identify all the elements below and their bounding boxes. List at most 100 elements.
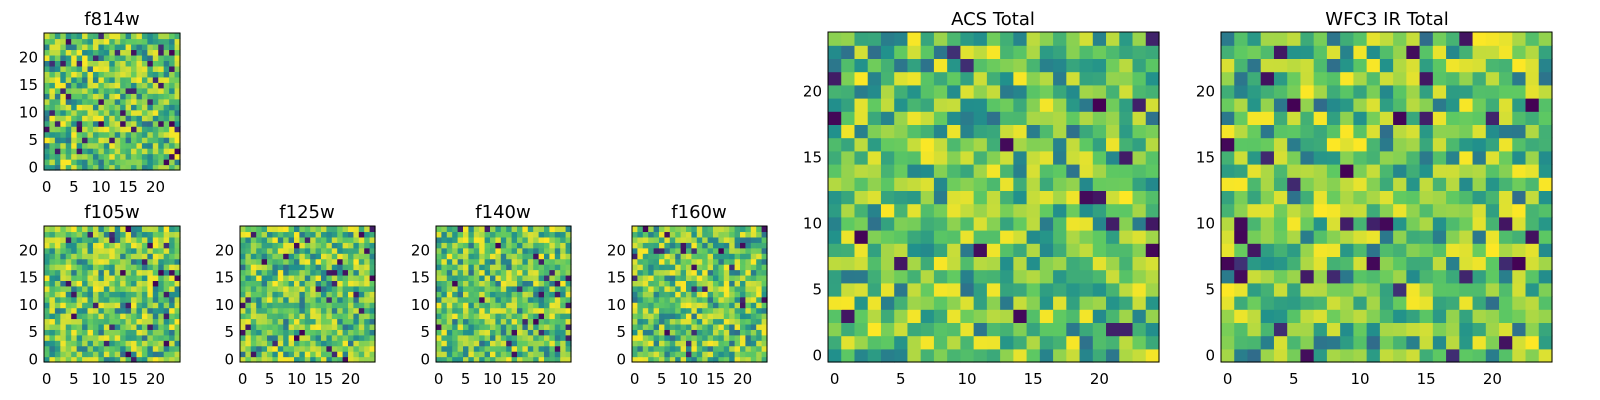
- heatmap-cell: [686, 258, 692, 265]
- heatmap-cell: [358, 253, 365, 260]
- heatmap-cell: [880, 58, 895, 73]
- heatmap-cell: [136, 307, 143, 314]
- heatmap-cell: [1485, 137, 1500, 152]
- heatmap-cell: [1366, 256, 1381, 271]
- heatmap-cell: [522, 236, 529, 243]
- heatmap-cell: [76, 296, 83, 303]
- heatmap-cell: [973, 84, 988, 99]
- heatmap-cell: [1066, 137, 1081, 152]
- heatmap-cell: [342, 274, 349, 281]
- heatmap-cell: [734, 318, 741, 325]
- heatmap-cell: [441, 302, 448, 309]
- heatmap-cell: [109, 345, 116, 352]
- heatmap-cell: [44, 82, 51, 89]
- heatmap-cell: [907, 203, 922, 218]
- heatmap-cell: [986, 32, 1001, 46]
- heatmap-cell: [65, 104, 72, 111]
- heatmap-cell: [141, 274, 148, 281]
- heatmap-cell: [147, 247, 154, 254]
- heatmap-cell: [299, 264, 306, 271]
- heatmap-cell: [880, 269, 895, 284]
- heatmap-cell: [1512, 216, 1527, 231]
- heatmap-cell: [353, 340, 360, 347]
- heatmap-cell: [163, 49, 170, 56]
- heatmap-cell: [894, 71, 909, 86]
- heatmap-cell: [348, 269, 354, 276]
- heatmap-cell: [1273, 98, 1288, 112]
- heatmap-cell: [141, 231, 148, 238]
- heatmap-cell: [87, 307, 94, 314]
- heatmap-cell: [1419, 243, 1434, 257]
- heatmap-cell: [1287, 58, 1302, 73]
- heatmap-cell: [565, 345, 572, 352]
- heatmap-cell: [114, 247, 121, 254]
- heatmap-cell: [1132, 32, 1147, 46]
- heatmap-cell: [136, 236, 143, 243]
- heatmap-cell: [152, 334, 159, 341]
- heatmap-cell: [441, 323, 448, 330]
- heatmap-cell: [141, 87, 148, 94]
- heatmap-cell: [734, 247, 741, 254]
- heatmap-cell: [1419, 230, 1434, 244]
- x-tick-label: 15: [1024, 370, 1043, 388]
- heatmap-cell: [691, 253, 698, 260]
- heatmap-cell: [54, 137, 61, 144]
- heatmap-cell: [342, 340, 349, 347]
- heatmap-cell: [1260, 335, 1275, 350]
- heatmap-cell: [1273, 335, 1288, 350]
- heatmap-cell: [707, 264, 714, 271]
- heatmap-cell: [147, 93, 154, 100]
- heatmap-cell: [174, 43, 181, 51]
- heatmap-cell: [473, 269, 480, 276]
- heatmap-cell: [750, 291, 757, 298]
- heatmap-cell: [71, 280, 78, 287]
- heatmap-cell: [549, 264, 556, 271]
- heatmap-cell: [348, 231, 354, 238]
- heatmap-cell: [1366, 58, 1381, 73]
- heatmap-cell: [632, 296, 638, 303]
- heatmap-cell: [718, 307, 725, 314]
- heatmap-cell: [369, 258, 376, 265]
- heatmap-cell: [675, 231, 682, 238]
- heatmap-cell: [114, 43, 121, 51]
- heatmap-cell: [506, 280, 513, 287]
- heatmap-cell: [141, 318, 148, 325]
- heatmap-cell: [1406, 216, 1421, 231]
- heatmap-cell: [702, 318, 709, 325]
- heatmap-cell: [364, 269, 371, 276]
- heatmap-cell: [468, 269, 475, 276]
- heatmap-cell: [136, 296, 143, 303]
- heatmap-cell: [152, 60, 159, 67]
- heatmap-cell: [1366, 45, 1381, 59]
- heatmap-cell: [87, 33, 94, 40]
- heatmap-cell: [120, 33, 127, 40]
- heatmap-cell: [114, 236, 121, 243]
- heatmap-cell: [436, 313, 442, 320]
- heatmap-cell: [669, 247, 676, 254]
- heatmap-cell: [331, 313, 338, 320]
- heatmap-cell: [1406, 335, 1421, 350]
- heatmap-cell: [152, 329, 159, 336]
- heatmap-cell: [490, 253, 496, 260]
- heatmap-cell: [87, 76, 94, 83]
- heatmap-cell: [1234, 98, 1249, 112]
- heatmap-cell: [331, 345, 338, 352]
- heatmap-cell: [894, 348, 909, 363]
- heatmap-cell: [250, 264, 257, 271]
- heatmap-cell: [103, 43, 110, 51]
- heatmap-cell: [841, 269, 856, 284]
- heatmap-cell: [1472, 282, 1487, 297]
- heatmap-cell: [702, 247, 709, 254]
- heatmap-cell: [54, 313, 61, 320]
- heatmap-cell: [549, 231, 556, 238]
- heatmap-cell: [294, 296, 300, 303]
- heatmap-cell: [745, 351, 752, 358]
- y-tick-label: 0: [812, 346, 822, 364]
- heatmap-cell: [511, 356, 518, 363]
- heatmap-cell: [669, 329, 676, 336]
- heatmap-cell: [473, 226, 480, 233]
- heatmap-cell: [653, 351, 660, 358]
- heatmap-cell: [315, 351, 322, 358]
- heatmap-cell: [554, 242, 561, 249]
- heatmap-cell: [1366, 216, 1381, 231]
